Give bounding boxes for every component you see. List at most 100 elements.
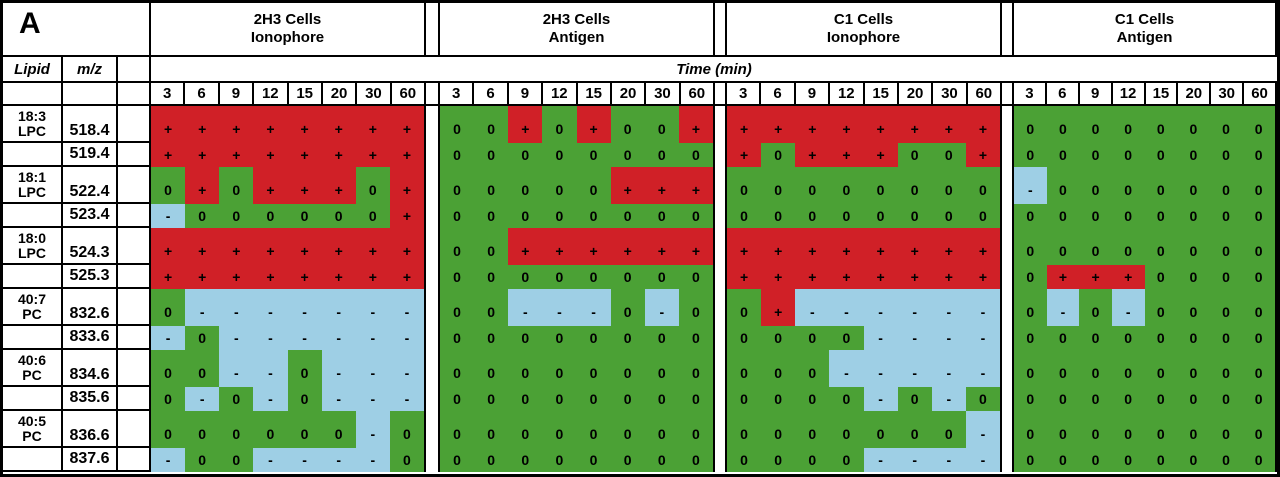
data-cell: 0 bbox=[1144, 411, 1178, 448]
data-cell: 0 bbox=[440, 350, 475, 387]
data-cell: 0 bbox=[727, 204, 762, 228]
data-cell: 0 bbox=[1144, 448, 1178, 472]
mz-cell: 837.6 bbox=[63, 448, 118, 472]
data-cell: + bbox=[287, 167, 322, 204]
data-cell: + bbox=[678, 228, 713, 265]
data-cell: 0 bbox=[440, 289, 475, 326]
data-cell: + bbox=[965, 106, 1000, 143]
data-cell: 0 bbox=[761, 204, 796, 228]
data-cell: 0 bbox=[795, 204, 830, 228]
data-cell: 0 bbox=[576, 204, 611, 228]
data-cell: 0 bbox=[1209, 326, 1243, 350]
data-cell: 0 bbox=[1111, 228, 1145, 265]
data-cell: 0 bbox=[1177, 106, 1210, 143]
data-cell: + bbox=[727, 265, 762, 289]
data-cell: 0 bbox=[1079, 204, 1112, 228]
data-cell: 0 bbox=[1177, 204, 1210, 228]
data-cell: + bbox=[321, 265, 356, 289]
data-cell: + bbox=[795, 143, 830, 167]
data-cell: - bbox=[219, 289, 254, 326]
data-cell: - bbox=[185, 387, 220, 411]
time-tick: 20 bbox=[323, 83, 358, 104]
data-cell: + bbox=[644, 167, 679, 204]
data-cell: + bbox=[151, 106, 186, 143]
data-cell: + bbox=[287, 228, 322, 265]
data-cell: 0 bbox=[1242, 411, 1275, 448]
data-cell: 0 bbox=[644, 350, 679, 387]
panel-gap bbox=[715, 448, 725, 472]
data-cell: 0 bbox=[1079, 106, 1112, 143]
time-tick: 60 bbox=[399, 85, 417, 102]
panel-gap bbox=[1002, 204, 1012, 228]
data-cell: 0 bbox=[474, 228, 509, 265]
time-tick: 3 bbox=[1014, 83, 1047, 104]
panel-gap bbox=[426, 83, 438, 104]
data-cell: 0 bbox=[1242, 265, 1275, 289]
time-tick: 9 bbox=[220, 83, 255, 104]
data-cell: + bbox=[355, 106, 390, 143]
data-cell: 0 bbox=[508, 167, 543, 204]
time-tick: 15 bbox=[578, 83, 612, 104]
data-cell: + bbox=[185, 106, 220, 143]
data-cell: + bbox=[389, 228, 424, 265]
data-cell: 0 bbox=[965, 167, 1000, 204]
data-cell: 0 bbox=[474, 387, 509, 411]
panel-gap bbox=[426, 106, 438, 143]
panel-gap bbox=[715, 289, 725, 326]
lipid-label-line: LPC bbox=[18, 244, 46, 261]
data-cell: 0 bbox=[1046, 204, 1080, 228]
data-cell: 0 bbox=[610, 387, 645, 411]
data-cell: 0 bbox=[727, 167, 762, 204]
data-cell: - bbox=[931, 448, 966, 472]
lipid-cell: 40:5 PC bbox=[3, 411, 63, 448]
data-cell: 0 bbox=[897, 143, 932, 167]
data-cell: 0 bbox=[1242, 289, 1275, 326]
data-cell: + bbox=[965, 143, 1000, 167]
data-cell: - bbox=[321, 350, 356, 387]
panel-data-row: + + + + + + + + bbox=[149, 228, 426, 265]
data-cell: + bbox=[931, 265, 966, 289]
spacer-cell bbox=[118, 83, 149, 104]
data-cell: 0 bbox=[474, 167, 509, 204]
panel-title-line: Ionophore bbox=[250, 29, 325, 46]
time-tick: 60 bbox=[688, 85, 706, 102]
data-cell: + bbox=[931, 106, 966, 143]
spacer-cell bbox=[118, 265, 149, 289]
data-cell: - bbox=[897, 289, 932, 326]
data-cell: 0 bbox=[644, 411, 679, 448]
data-cell: 0 bbox=[644, 448, 679, 472]
panel-gap bbox=[1002, 387, 1012, 411]
data-cell: 0 bbox=[795, 387, 830, 411]
lipid-label-line: PC bbox=[22, 305, 42, 322]
data-cell: 0 bbox=[1046, 350, 1080, 387]
data-cell: 0 bbox=[1111, 106, 1145, 143]
data-cell: 0 bbox=[1079, 411, 1112, 448]
data-cell: 0 bbox=[474, 143, 509, 167]
data-cell: 0 bbox=[576, 143, 611, 167]
data-cell: + bbox=[829, 265, 864, 289]
data-cell: + bbox=[576, 228, 611, 265]
data-cell: 0 bbox=[542, 106, 577, 143]
data-cell: - bbox=[287, 326, 322, 350]
time-ticks-group: 3 6 9 12 15 20 30 60 bbox=[438, 83, 715, 104]
data-cell: + bbox=[863, 106, 898, 143]
data-cell: - bbox=[253, 350, 288, 387]
panel-title-line: Ionophore bbox=[826, 29, 901, 46]
panel-gap bbox=[1002, 411, 1012, 448]
data-cell: + bbox=[253, 167, 288, 204]
lipid-label-line: 18:3 bbox=[17, 107, 47, 124]
data-cell: 0 bbox=[761, 326, 796, 350]
data-cell: + bbox=[678, 167, 713, 204]
data-cell: - bbox=[829, 350, 864, 387]
data-cell: + bbox=[508, 228, 543, 265]
data-cell: 0 bbox=[644, 387, 679, 411]
data-cell: 0 bbox=[1144, 167, 1178, 204]
